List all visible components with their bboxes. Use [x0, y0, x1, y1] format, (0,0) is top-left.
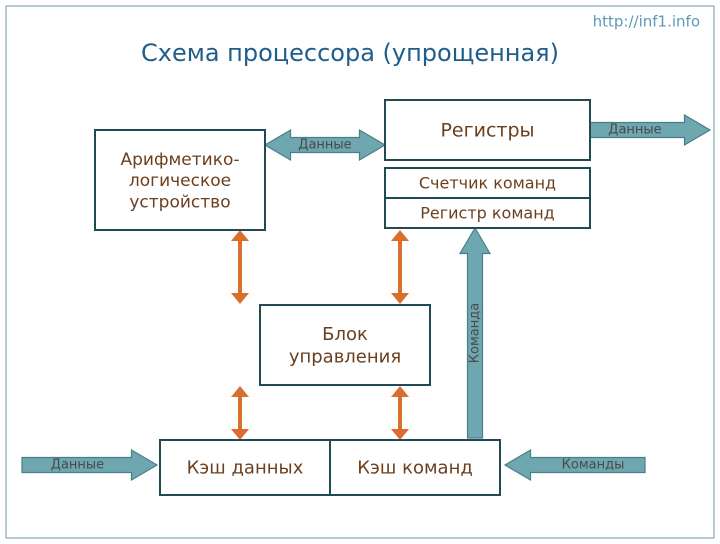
arrow-label-ta2: Данные — [608, 123, 661, 138]
node-pc: Счетчик команд — [385, 168, 590, 198]
arrow-label-ta4: Команды — [562, 458, 625, 473]
node-cu: Блокуправления — [260, 305, 430, 385]
node-alu: Арифметико-логическоеустройство — [95, 130, 265, 230]
arrow-label-ta1: Данные — [298, 138, 351, 153]
source-link[interactable]: http://inf1.info — [593, 13, 700, 31]
node-label-icache-0: Кэш команд — [357, 458, 473, 479]
node-label-cu-0: Блок — [322, 324, 368, 345]
node-regs: Регистры — [385, 100, 590, 160]
arrow-label-ta3: Данные — [51, 458, 104, 473]
node-label-ir-0: Регистр команд — [420, 204, 555, 223]
node-dcache: Кэш данных — [160, 440, 330, 495]
node-label-cu-1: управления — [289, 346, 401, 367]
node-ir: Регистр команд — [385, 198, 590, 228]
node-label-regs-0: Регистры — [440, 120, 534, 142]
arrow-label-ta5: Команда — [468, 303, 483, 363]
diagram-title: Схема процессора (упрощенная) — [141, 39, 559, 67]
node-label-alu-0: Арифметико- — [120, 150, 239, 170]
node-label-pc-0: Счетчик команд — [419, 174, 556, 193]
node-label-dcache-0: Кэш данных — [187, 458, 304, 479]
node-label-alu-2: устройство — [129, 192, 230, 212]
node-label-alu-1: логическое — [129, 171, 231, 191]
node-icache: Кэш команд — [330, 440, 500, 495]
